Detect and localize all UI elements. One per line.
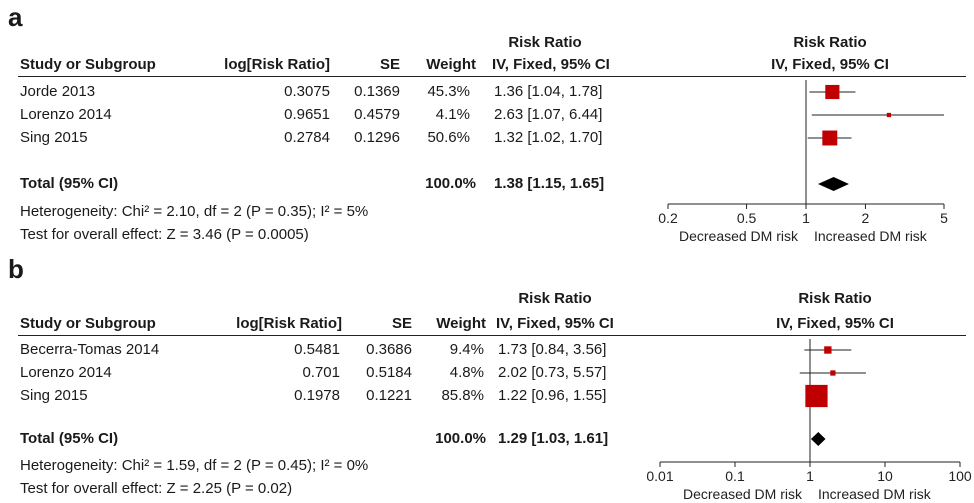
header-divider <box>18 335 966 336</box>
study-name: Becerra-Tomas 2014 <box>20 341 160 358</box>
x-tick-label: 10 <box>877 468 893 484</box>
study-name: Sing 2015 <box>20 387 88 404</box>
weight-value: 85.8% <box>441 387 484 404</box>
study-marker <box>825 84 840 100</box>
heterogeneity-text: Heterogeneity: Chi² = 1.59, df = 2 (P = … <box>20 457 369 474</box>
ci-value: 1.73 [0.84, 3.56] <box>498 341 607 358</box>
header-ci-method: IV, Fixed, 95% CI <box>496 315 614 332</box>
x-tick-label: 0.1 <box>725 468 745 484</box>
total-diamond <box>817 177 849 191</box>
x-tick-label: 0.5 <box>737 210 757 226</box>
risk-ratio-column-title: Risk Ratio <box>508 34 582 51</box>
x-tick-label: 0.2 <box>658 210 678 226</box>
header-log-risk-ratio: log[Risk Ratio] <box>236 315 342 332</box>
risk-ratio-column-title: Risk Ratio <box>518 290 592 307</box>
study-name: Jorde 2013 <box>20 83 96 100</box>
header-weight: Weight <box>426 56 476 73</box>
se-value: 0.1369 <box>354 83 400 100</box>
header-study: Study or Subgroup <box>20 315 156 332</box>
header-plot-method: IV, Fixed, 95% CI <box>771 56 889 73</box>
overall-effect-text: Test for overall effect: Z = 2.25 (P = 0… <box>20 480 293 497</box>
forest-plot-a: 0.2 0.5 1 2 5 Decreased DM risk Increased DM r… <box>658 80 948 244</box>
x-tick-label: 0.01 <box>646 468 673 484</box>
total-diamond <box>810 432 826 446</box>
se-value: 0.1221 <box>366 387 412 404</box>
study-marker <box>830 370 836 376</box>
header-weight: Weight <box>436 315 486 332</box>
log-risk-ratio-value: 0.3075 <box>284 83 330 100</box>
plot-column-title: Risk Ratio <box>798 290 872 307</box>
header-study: Study or Subgroup <box>20 56 156 73</box>
x-tick-label: 100 <box>948 468 972 484</box>
x-tick-label: 1 <box>806 468 814 484</box>
log-risk-ratio-value: 0.701 <box>302 364 340 381</box>
weight-value: 9.4% <box>449 341 484 358</box>
axis-right-label: Increased DM risk <box>814 228 928 244</box>
total-weight: 100.0% <box>425 175 476 192</box>
plot-column-title: Risk Ratio <box>793 34 867 51</box>
se-value: 0.5184 <box>366 364 412 381</box>
x-tick-label: 2 <box>862 210 870 226</box>
x-tick-label: 5 <box>940 210 948 226</box>
ci-value: 2.63 [1.07, 6.44] <box>494 106 603 123</box>
weight-value: 4.8% <box>449 364 484 381</box>
forest-plot-b: 0.01 0.1 1 10 100 Decreased DM risk Increased … <box>646 339 972 502</box>
axis-left-label: Decreased DM risk <box>679 228 799 244</box>
ci-value: 1.32 [1.02, 1.70] <box>494 129 603 146</box>
axis-left-label: Decreased DM risk <box>683 486 803 502</box>
log-risk-ratio-value: 0.1978 <box>294 387 340 404</box>
se-value: 0.1296 <box>354 129 400 146</box>
total-label: Total (95% CI) <box>20 175 119 192</box>
study-marker <box>886 112 892 118</box>
header-plot-method: IV, Fixed, 95% CI <box>776 315 894 332</box>
axis-right-label: Increased DM risk <box>818 486 932 502</box>
header-log-risk-ratio: log[Risk Ratio] <box>224 56 330 73</box>
study-name: Lorenzo 2014 <box>20 364 112 381</box>
header-ci-method: IV, Fixed, 95% CI <box>492 56 610 73</box>
overall-effect-text: Test for overall effect: Z = 3.46 (P = 0… <box>20 226 309 243</box>
study-marker <box>805 384 828 408</box>
panel-letter: a <box>8 2 23 32</box>
log-risk-ratio-value: 0.2784 <box>284 129 330 146</box>
total-weight: 100.0% <box>435 430 486 447</box>
se-value: 0.4579 <box>354 106 400 123</box>
total-ci: 1.38 [1.15, 1.65] <box>494 175 605 192</box>
log-risk-ratio-value: 0.9651 <box>284 106 330 123</box>
se-value: 0.3686 <box>366 341 412 358</box>
study-marker <box>822 130 838 146</box>
ci-value: 1.22 [0.96, 1.55] <box>498 387 607 404</box>
log-risk-ratio-value: 0.5481 <box>294 341 340 358</box>
ci-value: 1.36 [1.04, 1.78] <box>494 83 603 100</box>
total-ci: 1.29 [1.03, 1.61] <box>498 430 609 447</box>
forest-plot-panel-a: a Risk Ratio Risk Ratio Study or Subgrou… <box>0 0 974 250</box>
total-label: Total (95% CI) <box>20 430 119 447</box>
header-divider <box>18 76 966 77</box>
weight-value: 50.6% <box>427 129 470 146</box>
ci-value: 2.02 [0.73, 5.57] <box>498 364 607 381</box>
forest-plot-panel-b: b Risk Ratio Risk Ratio Study or Subgrou… <box>0 252 974 502</box>
heterogeneity-text: Heterogeneity: Chi² = 2.10, df = 2 (P = … <box>20 203 369 220</box>
study-name: Lorenzo 2014 <box>20 106 112 123</box>
header-se: SE <box>391 315 412 332</box>
header-se: SE <box>379 56 400 73</box>
weight-value: 4.1% <box>435 106 470 123</box>
panel-letter: b <box>8 254 24 284</box>
study-marker <box>824 346 832 354</box>
x-tick-label: 1 <box>802 210 810 226</box>
weight-value: 45.3% <box>427 83 470 100</box>
study-name: Sing 2015 <box>20 129 88 146</box>
